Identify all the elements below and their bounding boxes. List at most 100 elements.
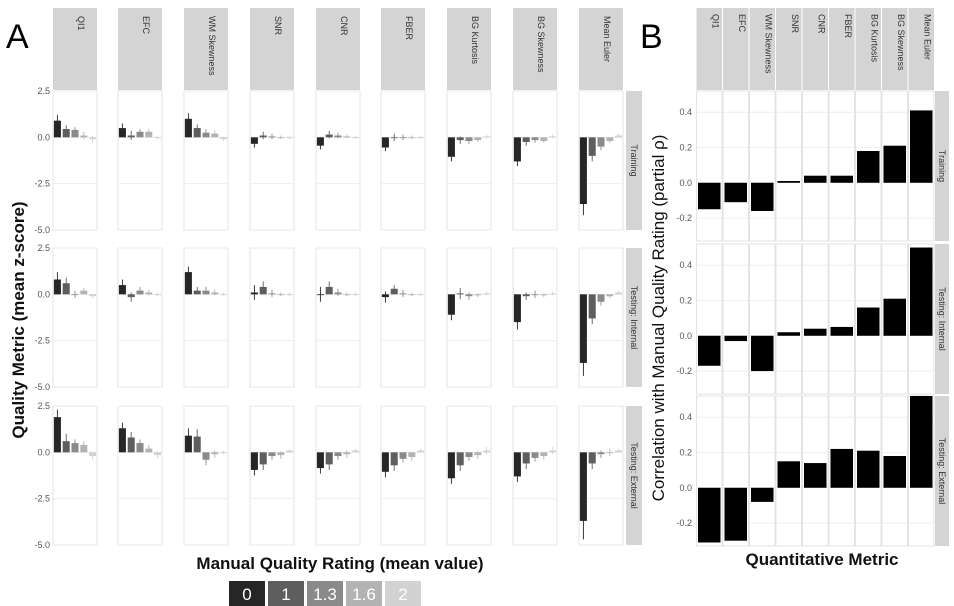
panel-a-bar	[381, 137, 389, 148]
panel-b-y-tick-label: 0.0	[679, 331, 692, 341]
panel-b-bar	[857, 151, 880, 183]
panel-a-strip-label-qi1: QI1	[76, 16, 86, 31]
panel-a-bar	[447, 137, 455, 157]
panel-b-y-tick-label: 0.2	[679, 142, 692, 152]
panel-a-bar	[118, 428, 126, 453]
panel-a-strip-bg-kurtosis	[447, 8, 491, 90]
panel-b-row-strip-label-testing-external: Testing: External	[937, 438, 947, 505]
panel-b-bar	[698, 487, 721, 543]
panel-a-y-tick-label: -5.0	[34, 225, 50, 235]
panel-a-facet-testing-internal-qi1	[52, 247, 98, 388]
panel-a-bar	[513, 137, 521, 162]
panel-a-bar	[62, 128, 70, 138]
panel-a-y-tick-label: 2.5	[37, 86, 50, 96]
panel-b-facet-testing-internal-efc	[722, 243, 749, 395]
panel-a-bar	[127, 437, 135, 453]
panel-a-y-tick-label: -2.5	[34, 494, 50, 504]
legend-swatch-1-3	[307, 581, 343, 606]
panel-a-facet-testing-external-wm-skewness	[183, 405, 229, 546]
panel-a-row-strip-label-training: Training	[629, 144, 639, 176]
panel-a-bar	[193, 128, 201, 138]
legend-label-1-6: 1.6	[352, 585, 376, 604]
panel-b-strip-label-bg-skewness: BG Skewness	[896, 14, 906, 71]
panel-a-y-tick-label: 2.5	[37, 401, 50, 411]
panel-b-strip-snr	[776, 8, 802, 90]
panel-a-y-axis-title: Quality Metric (mean z-score)	[9, 201, 28, 438]
panel-b-strip-mean-euler	[908, 8, 934, 90]
panel-b-bar	[698, 182, 721, 210]
panel-b-row-strip-training	[935, 91, 949, 241]
panel-a-row-strip-label-testing-external: Testing: External	[629, 442, 639, 509]
panel-b-bar	[724, 182, 747, 203]
panel-a-strip-cnr	[316, 8, 360, 90]
panel-a-y-tick-label: -5.0	[34, 382, 50, 392]
panel-b-facet-testing-external-wm-skewness	[749, 395, 776, 547]
panel-a-strip-mean-euler	[579, 8, 623, 90]
panel-b-strip-label-fber: FBER	[843, 14, 853, 39]
panel-b-bar	[910, 110, 933, 183]
panel-a-facet-training-wm-skewness	[183, 90, 229, 231]
panel-a-bar	[588, 294, 596, 319]
panel-a-facet-training-efc	[117, 90, 163, 231]
panel-b-bar	[724, 487, 747, 541]
panel-a-y-tick-label: 0.0	[37, 447, 50, 457]
panel-a-strip-label-bg-skewness: BG Skewness	[536, 16, 546, 73]
panel-a-strip-qi1	[53, 8, 97, 90]
legend-label-2: 2	[398, 585, 407, 604]
panel-a-y-tick-label: 0.0	[37, 132, 50, 142]
panel-b-x-axis-title: Quantitative Metric	[745, 550, 898, 569]
panel-a-y-tick-label: -2.5	[34, 179, 50, 189]
panel-a-facet-testing-internal-cnr	[315, 247, 361, 388]
panel-b-strip-cnr	[802, 8, 828, 90]
panel-a-bar	[390, 452, 398, 466]
panel-b-bar	[830, 448, 853, 488]
panel-a-bar	[456, 452, 464, 466]
panel-a-bar	[381, 452, 389, 472]
panel-b-strip-bg-kurtosis	[855, 8, 881, 90]
panel-a-strip-label-fber: FBER	[404, 16, 414, 41]
panel-a-strip-label-bg-kurtosis: BG Kurtosis	[470, 16, 480, 65]
panel-a-strip-wm-skewness	[184, 8, 228, 90]
panel-b-chart: QI1 EFC WM Skewness SNR CNR FBER BG Kurtosis BG…	[676, 8, 949, 547]
panel-b-bar	[883, 298, 906, 336]
panel-b-facet-testing-internal-fber	[828, 243, 855, 395]
panel-b-bar	[883, 145, 906, 183]
panel-b-facet-testing-internal-cnr	[802, 243, 829, 395]
panel-b-bar	[910, 396, 933, 488]
panel-a-y-tick-label: 2.5	[37, 243, 50, 253]
panel-b-strip-label-bg-kurtosis: BG Kurtosis	[869, 14, 879, 63]
panel-b-bar	[777, 332, 800, 336]
panel-a-strip-label-wm-skewness: WM Skewness	[207, 16, 217, 76]
panel-a-bar	[579, 452, 587, 521]
panel-b-bar	[751, 335, 774, 372]
panel-b-strip-label-mean-euler: Mean Euler	[922, 14, 932, 60]
panel-b-y-tick-label: 0.0	[679, 178, 692, 188]
panel-b-facet-training-snr	[775, 90, 802, 242]
panel-a-facet-testing-internal-snr	[249, 247, 295, 388]
panel-b-strip-fber	[829, 8, 855, 90]
panel-a-bar	[597, 137, 605, 147]
panel-b-bar	[751, 182, 774, 211]
panel-a-bar	[316, 452, 324, 469]
panel-b-bar	[857, 450, 880, 488]
panel-b-strip-label-qi1: QI1	[710, 14, 720, 29]
panel-b-row-strip-label-training: Training	[937, 150, 947, 182]
legend-label-1-3: 1.3	[313, 585, 337, 604]
panel-b-y-tick-label: -0.2	[676, 518, 692, 528]
legend-swatch-1	[268, 581, 304, 606]
panel-a-facet-training-snr	[249, 90, 295, 231]
panel-b-y-tick-label: 0.4	[679, 260, 692, 270]
panel-b-y-tick-label: -0.2	[676, 366, 692, 376]
panel-a-facet-testing-external-fber	[380, 405, 426, 546]
legend-swatch-2	[385, 581, 421, 606]
legend-swatch-1-6	[346, 581, 382, 606]
panel-a-strip-label-snr: SNR	[273, 16, 283, 36]
panel-b-strip-label-snr: SNR	[790, 14, 800, 34]
panel-b-row-strip-testing-internal	[935, 244, 949, 394]
panel-a-bar	[513, 452, 521, 477]
panel-b-row-strip-testing-external	[935, 396, 949, 546]
panel-b-bar	[883, 456, 906, 488]
panel-a-facet-training-cnr	[315, 90, 361, 231]
panel-b-y-tick-label: 0.2	[679, 295, 692, 305]
